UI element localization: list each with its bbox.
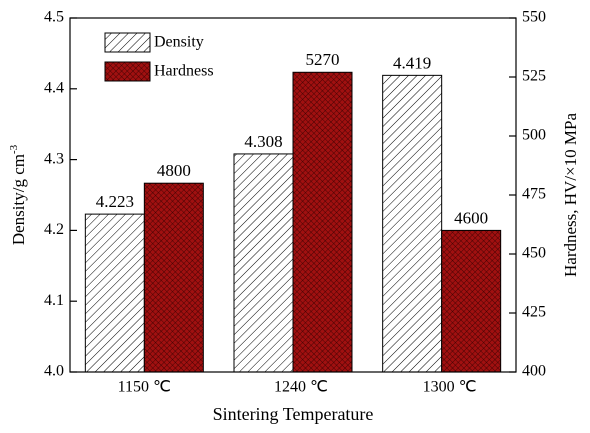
y-tick-label: 4.0 — [44, 363, 64, 380]
value-label: 4800 — [157, 161, 191, 180]
value-label: 4.223 — [96, 192, 134, 211]
x-tick-label: 1240 ℃ — [274, 379, 328, 396]
y-axis-title: Density/g cm-3 — [8, 144, 28, 245]
y-tick-label: 4.3 — [44, 150, 64, 167]
y2-axis-title: Hardness, HV/×10 MPa — [561, 113, 580, 277]
y2-tick-label: 500 — [522, 127, 546, 144]
bar — [233, 153, 294, 373]
legend-label: Density — [154, 34, 204, 51]
bar — [143, 182, 204, 373]
y-axis-title-main: Density/g cm — [9, 154, 28, 245]
bar — [292, 71, 353, 373]
legend-swatch — [104, 32, 151, 53]
bar — [382, 74, 443, 373]
y2-tick-label: 525 — [522, 68, 546, 85]
legend-swatch — [104, 61, 151, 82]
x-tick-label: 1300 ℃ — [423, 379, 477, 396]
y2-tick-label: 450 — [522, 245, 546, 262]
bar — [441, 229, 502, 373]
legend-label: Hardness — [154, 63, 214, 80]
value-label: 5270 — [306, 50, 340, 69]
value-label: 4600 — [454, 208, 488, 227]
y-tick-label: 4.4 — [44, 79, 64, 96]
x-tick-label: 1150 ℃ — [118, 379, 171, 396]
plot-frame — [69, 17, 517, 373]
y2-tick-label: 475 — [522, 186, 546, 203]
x-axis-title: Sintering Temperature — [213, 404, 374, 424]
y2-tick-label: 550 — [522, 9, 546, 26]
y-axis-title-sup: -3 — [8, 144, 20, 154]
bar — [84, 213, 145, 373]
y-tick-label: 4.1 — [44, 292, 64, 309]
y2-tick-label: 425 — [522, 304, 546, 321]
value-label: 4.308 — [244, 132, 282, 151]
y-tick-label: 4.5 — [44, 9, 64, 26]
y2-tick-label: 400 — [522, 363, 546, 380]
y-tick-label: 4.2 — [44, 221, 64, 238]
value-label: 4.419 — [393, 53, 431, 72]
